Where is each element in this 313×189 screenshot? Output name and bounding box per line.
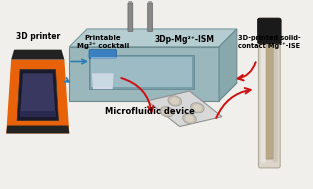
Polygon shape — [69, 29, 237, 47]
Polygon shape — [219, 29, 237, 101]
Ellipse shape — [183, 114, 196, 124]
Ellipse shape — [162, 108, 171, 115]
Polygon shape — [6, 125, 69, 133]
Polygon shape — [89, 55, 194, 89]
FancyBboxPatch shape — [148, 3, 152, 31]
FancyBboxPatch shape — [265, 27, 273, 159]
Text: Printable
Mg²⁺ cocktail: Printable Mg²⁺ cocktail — [77, 35, 129, 49]
Polygon shape — [6, 60, 69, 133]
Polygon shape — [20, 111, 55, 117]
Polygon shape — [147, 91, 222, 126]
Ellipse shape — [168, 96, 182, 106]
Polygon shape — [20, 73, 55, 117]
Ellipse shape — [191, 103, 204, 113]
Polygon shape — [91, 57, 192, 87]
Ellipse shape — [193, 104, 202, 111]
FancyBboxPatch shape — [273, 24, 278, 163]
Text: 3Dp-Mg²⁺-ISM: 3Dp-Mg²⁺-ISM — [155, 35, 215, 44]
Polygon shape — [17, 69, 59, 121]
Polygon shape — [69, 47, 219, 101]
Ellipse shape — [170, 97, 179, 105]
Polygon shape — [92, 73, 114, 89]
Ellipse shape — [185, 115, 194, 122]
Polygon shape — [11, 50, 64, 60]
FancyBboxPatch shape — [128, 3, 133, 31]
FancyBboxPatch shape — [259, 18, 280, 168]
Ellipse shape — [149, 0, 151, 3]
Ellipse shape — [160, 107, 174, 117]
Text: 3D printer: 3D printer — [16, 32, 60, 41]
Text: Microfluidic device: Microfluidic device — [105, 107, 195, 116]
Text: 3D-printed solid-
contact Mg²⁺-ISE: 3D-printed solid- contact Mg²⁺-ISE — [238, 35, 300, 49]
Polygon shape — [147, 86, 189, 101]
Polygon shape — [91, 58, 115, 89]
FancyBboxPatch shape — [261, 24, 266, 163]
FancyBboxPatch shape — [89, 50, 117, 59]
FancyBboxPatch shape — [258, 18, 281, 44]
Ellipse shape — [129, 0, 132, 3]
